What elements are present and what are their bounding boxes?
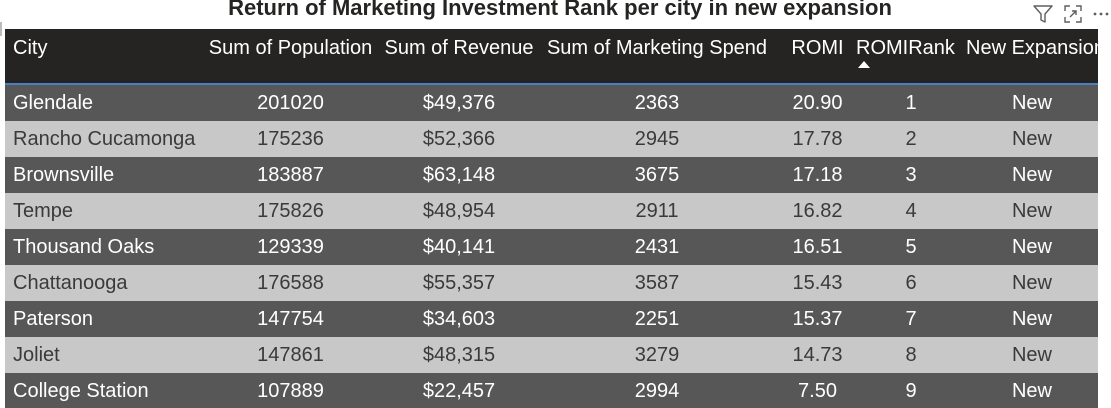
cell-romirank: 7 <box>856 301 966 337</box>
column-header-romirank[interactable]: ROMIRank <box>856 29 966 85</box>
table-row[interactable]: Paterson 147754 $34,603 2251 15.37 7 New <box>5 301 1098 337</box>
cell-new-expansion: New <box>966 337 1098 373</box>
cell-revenue: $52,366 <box>383 121 535 157</box>
cell-city: Thousand Oaks <box>5 229 198 265</box>
cell-population: 107889 <box>198 373 383 408</box>
table-row[interactable]: Thousand Oaks 129339 $40,141 2431 16.51 5 New <box>5 229 1098 265</box>
cell-city: Joliet <box>5 337 198 373</box>
column-header-city[interactable]: City <box>5 29 198 85</box>
table-body: Glendale 201020 $49,376 2363 20.90 1 New Rancho… <box>5 84 1098 408</box>
cell-marketing-spend: 2363 <box>535 84 779 121</box>
focus-mode-icon[interactable] <box>1061 2 1085 26</box>
cell-city: Paterson <box>5 301 198 337</box>
cell-population: 176588 <box>198 265 383 301</box>
cell-population: 147861 <box>198 337 383 373</box>
visual-edge-handle <box>0 22 2 36</box>
cell-city: Brownsville <box>5 157 198 193</box>
table-row[interactable]: Joliet 147861 $48,315 3279 14.73 8 New <box>5 337 1098 373</box>
cell-romi: 17.78 <box>779 121 856 157</box>
cell-new-expansion: New <box>966 373 1098 408</box>
cell-city: Chattanooga <box>5 265 198 301</box>
cell-romi: 15.43 <box>779 265 856 301</box>
table-row[interactable]: Rancho Cucamonga 175236 $52,366 2945 17.78 2 N… <box>5 121 1098 157</box>
visual-header-icons <box>1025 2 1111 26</box>
cell-revenue: $48,954 <box>383 193 535 229</box>
cell-population: 201020 <box>198 84 383 121</box>
table-row[interactable]: Brownsville 183887 $63,148 3675 17.18 3 New <box>5 157 1098 193</box>
cell-romirank: 2 <box>856 121 966 157</box>
cell-marketing-spend: 2251 <box>535 301 779 337</box>
cell-revenue: $48,315 <box>383 337 535 373</box>
cell-romi: 15.37 <box>779 301 856 337</box>
cell-romirank: 6 <box>856 265 966 301</box>
cell-population: 147754 <box>198 301 383 337</box>
cell-revenue: $49,376 <box>383 84 535 121</box>
cell-population: 175826 <box>198 193 383 229</box>
cell-marketing-spend: 3587 <box>535 265 779 301</box>
cell-new-expansion: New <box>966 301 1098 337</box>
cell-population: 183887 <box>198 157 383 193</box>
cell-city: Rancho Cucamonga <box>5 121 198 157</box>
cell-city: Glendale <box>5 84 198 121</box>
cell-marketing-spend: 2911 <box>535 193 779 229</box>
cell-revenue: $22,457 <box>383 373 535 408</box>
cell-romi: 20.90 <box>779 84 856 121</box>
table-row[interactable]: Chattanooga 176588 $55,357 3587 15.43 6 New <box>5 265 1098 301</box>
cell-revenue: $55,357 <box>383 265 535 301</box>
cell-romi: 16.82 <box>779 193 856 229</box>
table-row[interactable]: Glendale 201020 $49,376 2363 20.90 1 New <box>5 84 1098 121</box>
cell-marketing-spend: 2994 <box>535 373 779 408</box>
cell-marketing-spend: 2945 <box>535 121 779 157</box>
cell-population: 129339 <box>198 229 383 265</box>
cell-romirank: 1 <box>856 84 966 121</box>
cell-romirank: 5 <box>856 229 966 265</box>
cell-new-expansion: New <box>966 157 1098 193</box>
cell-romi: 17.18 <box>779 157 856 193</box>
column-header-revenue[interactable]: Sum of Revenue <box>383 29 535 85</box>
column-header-marketing-spend[interactable]: Sum of Marketing Spend <box>535 29 779 85</box>
cell-revenue: $40,141 <box>383 229 535 265</box>
more-options-icon[interactable] <box>1091 2 1111 26</box>
cell-romirank: 3 <box>856 157 966 193</box>
column-header-romi[interactable]: ROMI <box>779 29 856 85</box>
cell-new-expansion: New <box>966 121 1098 157</box>
filter-icon[interactable] <box>1031 2 1055 26</box>
cell-new-expansion: New <box>966 193 1098 229</box>
cell-city: College Station <box>5 373 198 408</box>
cell-romirank: 9 <box>856 373 966 408</box>
cell-new-expansion: New <box>966 84 1098 121</box>
column-header-romirank-label: ROMIRank <box>856 37 955 59</box>
table-row[interactable]: Tempe 175826 $48,954 2911 16.82 4 New <box>5 193 1098 229</box>
cell-romi: 16.51 <box>779 229 856 265</box>
visual-title: Return of Marketing Investment Rank per … <box>228 0 892 20</box>
table-row[interactable]: College Station 107889 $22,457 2994 7.50 9 New <box>5 373 1098 408</box>
cell-marketing-spend: 3675 <box>535 157 779 193</box>
cell-population: 175236 <box>198 121 383 157</box>
column-header-new-expansion[interactable]: New Expansion <box>966 29 1105 85</box>
cell-revenue: $34,603 <box>383 301 535 337</box>
cell-revenue: $63,148 <box>383 157 535 193</box>
cell-marketing-spend: 2431 <box>535 229 779 265</box>
cell-romi: 7.50 <box>779 373 856 408</box>
cell-new-expansion: New <box>966 265 1098 301</box>
header-row: City Sum of Population Sum of Revenue Su… <box>5 29 1105 85</box>
sort-ascending-icon <box>858 61 870 68</box>
column-header-population[interactable]: Sum of Population <box>198 29 383 85</box>
cell-romirank: 4 <box>856 193 966 229</box>
cell-romi: 14.73 <box>779 337 856 373</box>
cell-marketing-spend: 3279 <box>535 337 779 373</box>
cell-city: Tempe <box>5 193 198 229</box>
cell-new-expansion: New <box>966 229 1098 265</box>
cell-romirank: 8 <box>856 337 966 373</box>
data-table: City Sum of Population Sum of Revenue Su… <box>5 29 1105 408</box>
